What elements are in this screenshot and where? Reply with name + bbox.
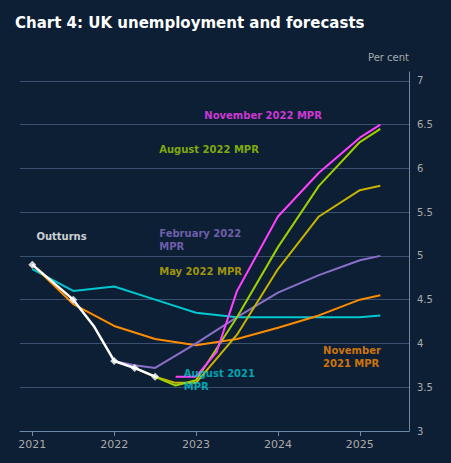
svg-text:2023: 2023 — [182, 438, 210, 451]
svg-text:MPR: MPR — [184, 381, 209, 392]
svg-text:2021: 2021 — [18, 438, 46, 451]
svg-text:Outturns: Outturns — [36, 231, 86, 242]
svg-text:MPR: MPR — [159, 241, 184, 252]
svg-text:5.5: 5.5 — [417, 207, 433, 218]
svg-text:3: 3 — [417, 426, 423, 437]
svg-text:November 2022 MPR: November 2022 MPR — [204, 110, 322, 121]
svg-text:2025: 2025 — [346, 438, 374, 451]
svg-text:4.5: 4.5 — [417, 294, 433, 305]
svg-text:4: 4 — [417, 338, 423, 349]
svg-text:2021 MPR: 2021 MPR — [323, 358, 380, 369]
svg-text:May 2022 MPR: May 2022 MPR — [159, 266, 242, 277]
svg-text:2022: 2022 — [100, 438, 128, 451]
svg-text:Per cent: Per cent — [368, 52, 409, 63]
svg-text:6.5: 6.5 — [417, 119, 433, 130]
svg-text:February 2022: February 2022 — [159, 228, 241, 239]
svg-text:2024: 2024 — [264, 438, 292, 451]
svg-text:3.5: 3.5 — [417, 382, 433, 393]
svg-text:August 2022 MPR: August 2022 MPR — [159, 144, 259, 155]
svg-text:Chart 4: UK unemployment and f: Chart 4: UK unemployment and forecasts — [15, 14, 365, 32]
svg-text:6: 6 — [417, 163, 423, 174]
svg-text:November: November — [323, 345, 381, 356]
svg-text:August 2021: August 2021 — [184, 368, 255, 379]
svg-text:5: 5 — [417, 250, 423, 261]
svg-text:7: 7 — [417, 75, 423, 86]
